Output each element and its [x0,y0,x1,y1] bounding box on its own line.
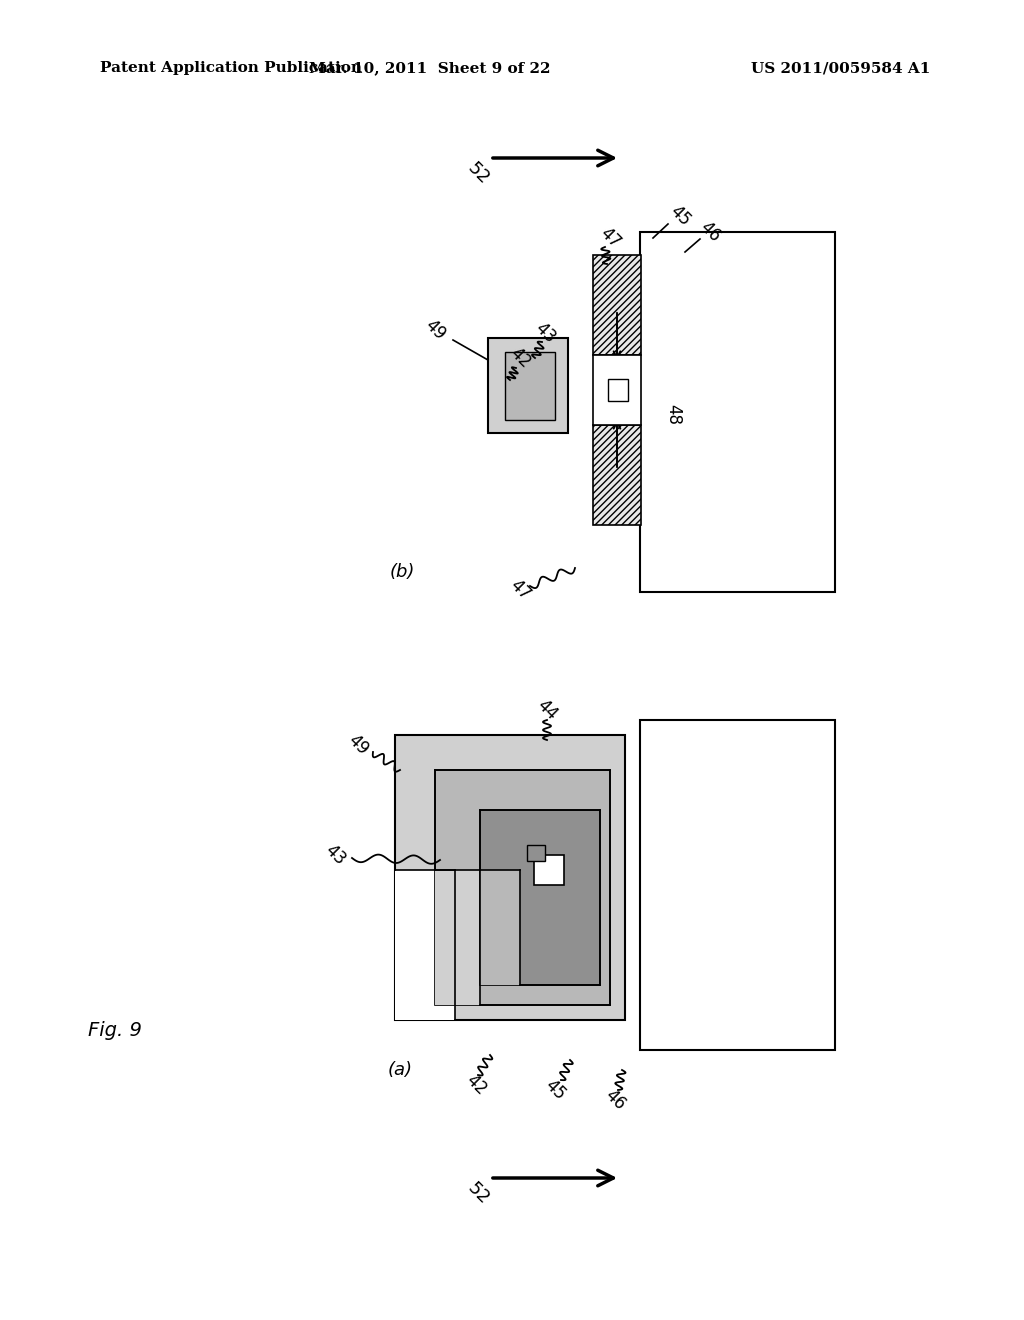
Bar [593,425,641,525]
Bar [593,355,641,425]
Bar [480,870,520,985]
Text: 49: 49 [421,317,449,343]
Text: US 2011/0059584 A1: US 2011/0059584 A1 [751,61,930,75]
Text: 43: 43 [322,841,349,869]
Bar [527,845,545,861]
Text: 47: 47 [596,224,624,252]
Text: 49: 49 [344,731,372,759]
Text: Patent Application Publication: Patent Application Publication [100,61,362,75]
Bar [435,770,610,1005]
Bar [640,719,835,1049]
Text: 46: 46 [696,218,724,246]
Text: 45: 45 [542,1076,568,1104]
Bar [534,855,564,884]
Bar [480,810,600,985]
Text: 52: 52 [464,160,493,189]
Text: Mar. 10, 2011  Sheet 9 of 22: Mar. 10, 2011 Sheet 9 of 22 [309,61,551,75]
Text: 42: 42 [506,345,534,372]
Bar [395,870,455,1020]
Text: 44: 44 [534,696,561,723]
Text: 43: 43 [531,319,559,347]
Text: 48: 48 [664,404,682,425]
Text: 47: 47 [506,577,534,603]
Bar [395,735,625,1020]
Text: 42: 42 [462,1071,489,1098]
Text: 46: 46 [601,1086,629,1114]
Text: (b): (b) [390,564,416,581]
Text: Fig. 9: Fig. 9 [88,1020,142,1040]
Text: 52: 52 [464,1180,493,1209]
Bar [435,870,480,1005]
Bar [640,232,835,591]
Bar [593,255,641,355]
Text: 45: 45 [667,202,694,230]
Text: (a): (a) [388,1061,413,1078]
Bar [608,379,628,401]
Bar [488,338,568,433]
Bar [505,352,555,420]
